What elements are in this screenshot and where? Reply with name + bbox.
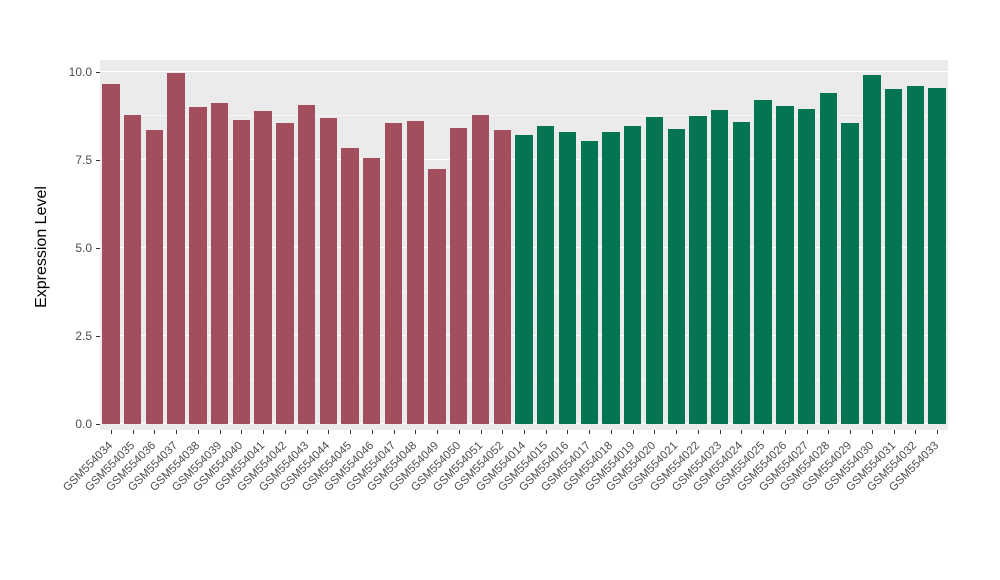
y-tick-mark [96, 424, 100, 425]
x-tick-mark [132, 430, 134, 434]
x-tick-mark [915, 430, 917, 434]
x-tick-mark [871, 430, 873, 434]
plot-panel [100, 60, 948, 430]
bar-GSM554036 [145, 130, 164, 424]
y-axis-title: Expression Level [33, 186, 50, 308]
bar-GSM554034 [102, 83, 120, 424]
bar-GSM554017 [580, 141, 598, 424]
bar-GSM554029 [841, 123, 859, 424]
bar-GSM554048 [406, 120, 424, 424]
x-tick-mark [284, 430, 286, 434]
x-tick-mark [371, 430, 373, 434]
bar-GSM554051 [471, 114, 490, 424]
x-tick-mark [197, 430, 199, 434]
x-tick-mark [176, 430, 178, 434]
x-tick-mark [893, 430, 895, 434]
x-tick-mark [524, 430, 525, 434]
x-tick-mark [589, 430, 591, 434]
y-tick-label: 5.0 [75, 241, 92, 255]
bar-GSM554050 [450, 127, 468, 424]
bar-GSM554052 [493, 130, 511, 424]
x-tick-mark [632, 430, 634, 434]
x-tick-mark [219, 430, 221, 434]
x-tick-mark [850, 430, 852, 434]
bar-GSM554039 [210, 102, 229, 424]
x-tick-mark [676, 430, 678, 434]
bar-GSM554021 [667, 129, 685, 424]
x-tick-mark [502, 430, 504, 434]
x-tick-mark [719, 430, 721, 434]
x-tick-mark [241, 430, 243, 434]
gridline-major [100, 71, 948, 72]
x-tick-mark [328, 430, 330, 434]
bar-GSM554019 [624, 125, 642, 424]
x-tick-mark [350, 430, 352, 434]
y-tick-label: 7.5 [75, 153, 92, 167]
x-tick-mark [154, 430, 156, 434]
y-tick-mark [96, 248, 100, 249]
bar-GSM554037 [167, 73, 185, 424]
x-tick-mark [806, 430, 808, 434]
bar-GSM554027 [797, 108, 816, 424]
y-tick-mark [96, 160, 100, 161]
bar-GSM554026 [776, 106, 794, 424]
x-tick-mark [393, 430, 395, 434]
bar-GSM554038 [189, 107, 207, 424]
y-tick-mark [96, 336, 100, 337]
bar-GSM554033 [928, 87, 946, 424]
bar-GSM554015 [537, 125, 555, 424]
bar-GSM554049 [428, 169, 446, 424]
bar-GSM554014 [515, 135, 533, 424]
y-tick-label: 0.0 [75, 417, 92, 431]
x-tick-mark [437, 430, 439, 434]
bar-GSM554025 [754, 100, 772, 424]
bar-GSM554030 [863, 75, 881, 424]
x-tick-mark [763, 430, 765, 434]
x-tick-mark [567, 430, 569, 434]
bar-GSM554035 [123, 114, 142, 424]
bar-GSM554018 [602, 131, 620, 424]
x-tick-mark [110, 430, 112, 434]
bar-GSM554041 [254, 111, 272, 424]
x-tick-mark [263, 430, 265, 434]
bar-GSM554032 [906, 86, 925, 424]
x-tick-mark [415, 430, 417, 434]
bar-GSM554045 [341, 148, 359, 424]
x-tick-mark [306, 430, 308, 434]
x-tick-mark [480, 430, 482, 434]
x-tick-mark [937, 430, 939, 434]
bar-GSM554047 [384, 123, 403, 424]
y-tick-label: 2.5 [75, 329, 92, 343]
bar-GSM554028 [819, 93, 838, 424]
y-tick-label: 10.0 [68, 65, 92, 79]
y-tick-mark [96, 72, 100, 73]
x-tick-mark [545, 430, 547, 434]
x-tick-mark [784, 430, 786, 434]
bar-GSM554040 [232, 119, 251, 424]
x-tick-mark [741, 430, 743, 434]
bar-GSM554031 [884, 88, 903, 424]
bar-GSM554024 [732, 121, 751, 424]
bar-GSM554020 [645, 117, 664, 424]
bar-GSM554022 [689, 116, 707, 424]
bar-GSM554046 [363, 157, 381, 424]
bar-GSM554042 [276, 123, 294, 424]
gridline-minor [100, 115, 948, 116]
bar-GSM554016 [558, 131, 577, 424]
x-tick-mark [458, 430, 460, 434]
bar-GSM554044 [319, 118, 337, 424]
bar-GSM554023 [710, 110, 729, 424]
bar-GSM554043 [297, 105, 316, 424]
x-tick-mark [654, 430, 656, 434]
x-tick-mark [697, 430, 699, 434]
x-tick-mark [610, 430, 612, 434]
x-tick-mark [828, 430, 830, 434]
